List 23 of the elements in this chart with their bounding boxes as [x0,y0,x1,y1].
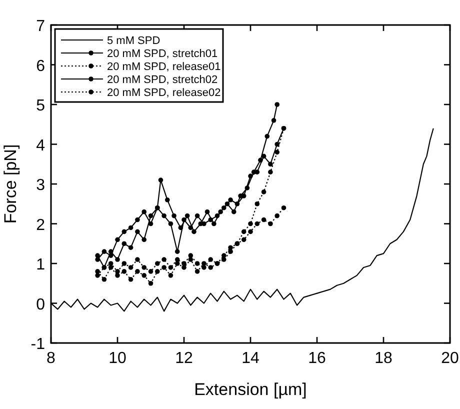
y-tick-label: 3 [36,177,46,194]
legend-label: 20 mM SPD, stretch02 [107,74,218,86]
y-axis-title: Force [pN] [1,144,20,224]
y-tick-label: 6 [36,58,46,75]
x-tick-label: 20 [441,350,459,367]
x-tick-label: 12 [175,350,193,367]
x-tick-label: 14 [242,350,260,367]
legend-label: 5 mM SPD [107,35,160,47]
x-tick-label: 8 [46,350,56,367]
y-tick-label: 1 [36,256,46,274]
y-tick-label: 0 [36,296,46,314]
x-tick-label: 16 [308,350,326,367]
y-tick-label: 5 [36,98,46,114]
y-tick-label: 4 [36,137,46,154]
legend-label: 20 mM SPD, stretch01 [107,48,218,60]
x-tick-label: 10 [108,350,126,367]
x-axis-title: Extension [µm] [194,380,307,399]
y-tick-label: 2 [36,216,46,234]
y-tick-label: 7 [36,18,46,35]
legend-label: 20 mM SPD, release01 [107,61,221,73]
legend-label: 20 mM SPD, release02 [107,87,221,99]
x-tick-label: 18 [374,350,392,367]
y-tick-label: -1 [30,336,46,353]
